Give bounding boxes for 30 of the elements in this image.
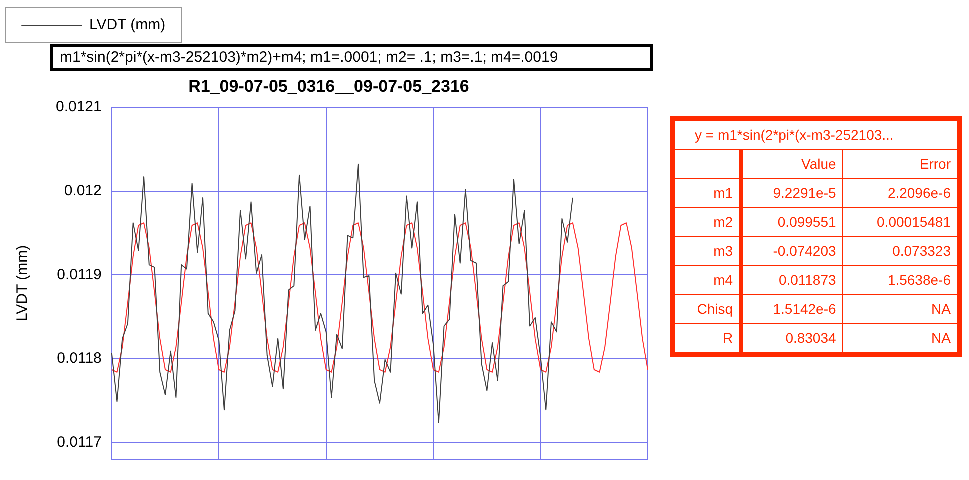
text: 0.00015481 — [877, 214, 951, 230]
text: 0.073323 — [892, 243, 951, 259]
text: -0.074203 — [773, 243, 836, 259]
y-tick-label: 0.012 — [64, 182, 102, 200]
text: 1.5142e-6 — [773, 301, 836, 317]
legend-label: LVDT (mm) — [90, 16, 166, 34]
y-tick-label: 0.0119 — [57, 266, 102, 284]
text: m1*sin(2*pi*(x-m3-252103)*m2)+m4; m1=.0001; m2= .1; m3=.1; m4=.0019 — [60, 49, 558, 66]
text: NA — [932, 301, 951, 317]
text: 0.099551 — [778, 214, 836, 230]
category-label: Chisq — [697, 301, 734, 317]
category-label: m2 — [714, 214, 734, 230]
y-tick-label: 0.0121 — [56, 98, 102, 116]
text: NA — [932, 330, 951, 346]
text: 9.2291e-5 — [773, 185, 836, 201]
y-tick-label: 0.0117 — [57, 434, 102, 451]
y-axis-title: LVDT (mm) — [14, 245, 32, 322]
category-label: R — [722, 330, 734, 346]
category-label: m1 — [714, 185, 734, 201]
category-label: m3 — [714, 243, 734, 259]
text: 1.5638e-6 — [888, 272, 951, 288]
chart-title: R1_09-07-05_0316__09-07-05_2316 — [188, 76, 470, 96]
text: 0.011873 — [778, 272, 836, 288]
category-label: Value — [741, 150, 843, 178]
category-label: m4 — [714, 272, 734, 288]
text: 2.2096e-6 — [888, 185, 951, 201]
category-label: Error — [842, 150, 960, 178]
y-tick-label: 0.0118 — [57, 350, 102, 368]
text: y = m1*sin(2*pi*(x-m3-252103... — [672, 118, 960, 150]
text: 0.83034 — [786, 330, 836, 346]
